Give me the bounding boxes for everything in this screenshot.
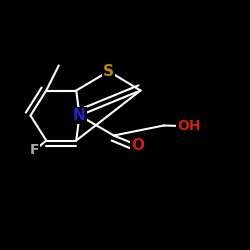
Text: O: O: [132, 138, 144, 153]
Text: S: S: [103, 64, 114, 79]
Text: F: F: [30, 144, 39, 158]
Text: OH: OH: [177, 119, 201, 133]
Text: N: N: [73, 108, 86, 123]
